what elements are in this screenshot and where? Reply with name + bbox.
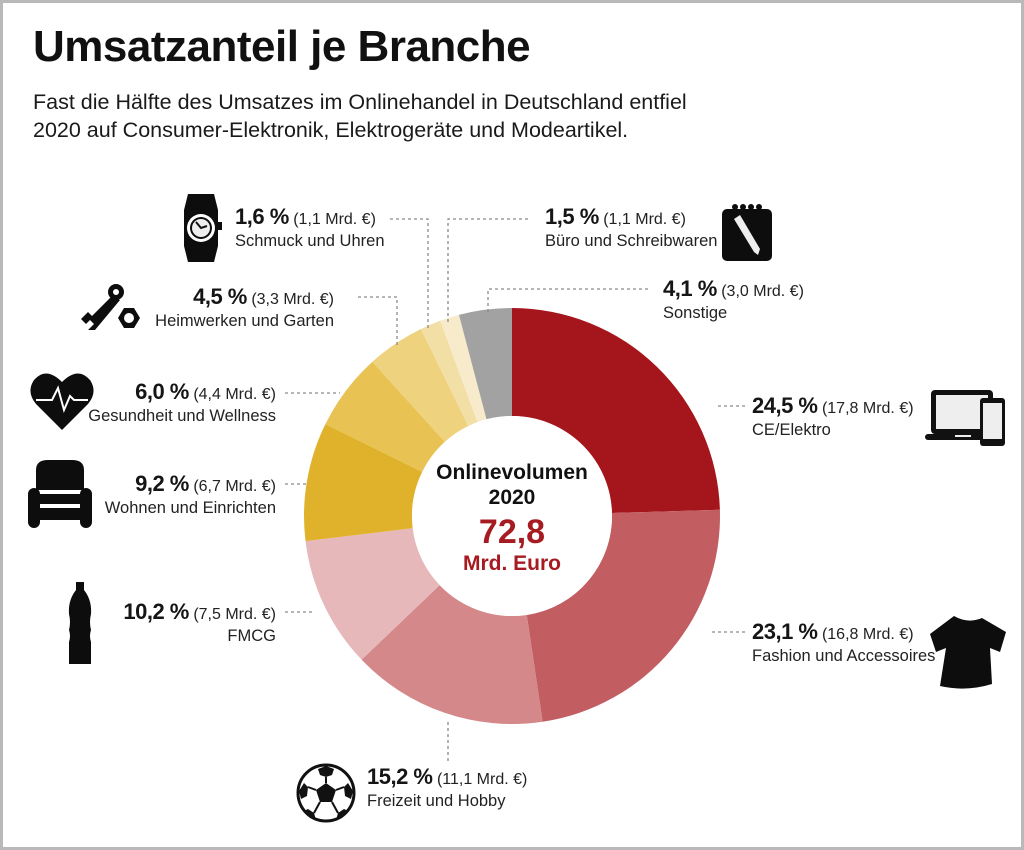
leader-line-schmuck	[390, 218, 429, 330]
donut-slice-4	[305, 528, 440, 660]
slice-percent: 1,6 %	[235, 204, 289, 229]
donut-slice-1	[512, 308, 720, 514]
armchair-icon	[28, 460, 92, 528]
center-line-1: Onlinevolumen	[436, 461, 588, 484]
slice-name: Fashion und Accessoires	[752, 647, 936, 666]
chart-title: Umsatzanteil je Branche	[33, 22, 531, 71]
slice-label-wohnen: 9,2 % (6,7 Mrd. €) Wohnen und Einrichten	[104, 471, 276, 518]
slice-percent: 4,5 %	[193, 284, 247, 309]
slice-label-fmcg: 10,2 % (7,5 Mrd. €) FMCG	[123, 599, 276, 646]
slice-amount: (3,3 Mrd. €)	[251, 291, 334, 308]
donut-slice-5	[303, 424, 423, 542]
donut-slice-2	[526, 509, 720, 722]
slice-amount: (1,1 Mrd. €)	[603, 211, 686, 228]
slice-amount: (1,1 Mrd. €)	[293, 211, 376, 228]
slice-name: Schmuck und Uhren	[235, 232, 385, 251]
slice-amount: (17,8 Mrd. €)	[821, 400, 914, 417]
soccer-ball-icon	[296, 763, 356, 823]
devices-icon	[925, 390, 1005, 446]
slice-name: Sonstige	[663, 304, 728, 323]
slice-name: Wohnen und Einrichten	[104, 499, 276, 518]
slice-name: Freizeit und Hobby	[367, 792, 506, 811]
leader-lines	[285, 218, 745, 762]
slice-name: CE/Elektro	[752, 421, 831, 440]
slice-percent: 23,1 %	[752, 619, 818, 644]
slice-amount: (3,0 Mrd. €)	[721, 283, 804, 300]
watch-icon	[184, 194, 222, 262]
slice-amount: (11,1 Mrd. €)	[436, 771, 528, 788]
leader-line-buero	[447, 218, 530, 322]
slice-name: Gesundheit und Wellness	[88, 407, 276, 426]
donut-slice-8	[420, 320, 478, 427]
tshirt-icon	[930, 616, 1006, 689]
subtitle-line-1: Fast die Hälfte des Umsatzes im Onlineha…	[33, 90, 687, 114]
slice-label-ce: 24,5 % (17,8 Mrd. €) CE/Elektro	[752, 393, 914, 440]
slice-label-schmuck: 1,6 % (1,1 Mrd. €) Schmuck und Uhren	[235, 204, 385, 251]
slice-percent: 24,5 %	[752, 393, 818, 418]
center-line-2: 2020	[488, 486, 536, 509]
slice-label-sonstige: 4,1 % (3,0 Mrd. €) Sonstige	[663, 276, 804, 323]
slice-amount: (7,5 Mrd. €)	[193, 606, 276, 623]
slice-label-buero: 1,5 % (1,1 Mrd. €) Büro und Schreibwaren	[545, 204, 718, 251]
wrench-nut-icon	[81, 284, 140, 330]
leader-line-heimwerken	[358, 296, 398, 348]
slice-name: Büro und Schreibwaren	[545, 232, 718, 251]
slice-percent: 9,2 %	[135, 471, 189, 496]
slice-amount: (6,7 Mrd. €)	[193, 478, 276, 495]
donut-slice-10	[458, 308, 512, 420]
donut-slice-3	[361, 585, 543, 724]
donut-slice-9	[440, 314, 487, 423]
slice-percent: 1,5 %	[545, 204, 599, 229]
donut-center-label: Onlinevolumen 2020 72,8 Mrd. Euro	[412, 460, 612, 576]
donut-hole	[412, 416, 612, 616]
slice-label-fashion: 23,1 % (16,8 Mrd. €) Fashion und Accesso…	[752, 619, 936, 666]
slice-label-freizeit: 15,2 % (11,1 Mrd. €) Freizeit und Hobby	[367, 764, 528, 811]
heart-pulse-icon	[30, 373, 94, 430]
subtitle-line-2: 2020 auf Consumer-Elektronik, Elektroger…	[33, 118, 629, 142]
leader-line-sonstige	[487, 288, 650, 312]
slice-percent: 4,1 %	[663, 276, 717, 301]
slice-name: Heimwerken und Garten	[155, 312, 334, 331]
bottle-icon	[68, 582, 92, 664]
chart-subtitle: Fast die Hälfte des Umsatzes im Onlineha…	[33, 88, 893, 144]
center-total-value: 72,8	[478, 513, 546, 551]
slice-label-gesundheit: 6,0 % (4,4 Mrd. €) Gesundheit und Wellne…	[88, 379, 276, 426]
donut-slices	[303, 308, 720, 724]
slice-percent: 10,2 %	[123, 599, 189, 624]
slice-amount: (16,8 Mrd. €)	[821, 626, 914, 643]
donut-slice-7	[372, 328, 469, 442]
slice-percent: 6,0 %	[135, 379, 189, 404]
center-total-unit: Mrd. Euro	[463, 552, 561, 575]
donut-slice-6	[325, 361, 445, 472]
slice-label-heimwerken: 4,5 % (3,3 Mrd. €) Heimwerken und Garten	[155, 284, 334, 331]
slice-amount: (4,4 Mrd. €)	[193, 386, 276, 403]
notepad-pen-icon	[722, 204, 772, 261]
slice-percent: 15,2 %	[367, 764, 433, 789]
slice-name: FMCG	[227, 627, 276, 646]
